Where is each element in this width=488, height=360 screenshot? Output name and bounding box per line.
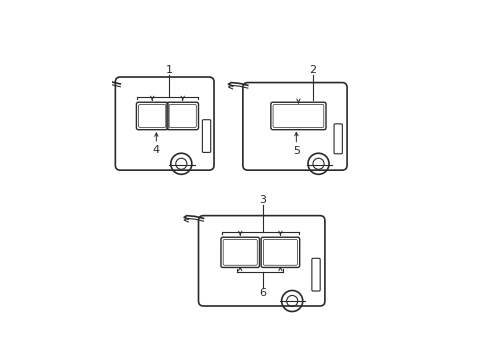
FancyBboxPatch shape <box>198 216 324 306</box>
FancyBboxPatch shape <box>243 82 346 170</box>
Text: 6: 6 <box>259 288 266 298</box>
Text: 1: 1 <box>165 64 172 75</box>
Text: 3: 3 <box>259 195 266 205</box>
Text: 4: 4 <box>152 145 160 155</box>
Text: 2: 2 <box>309 64 316 75</box>
Text: 5: 5 <box>292 146 299 156</box>
FancyBboxPatch shape <box>115 77 214 170</box>
